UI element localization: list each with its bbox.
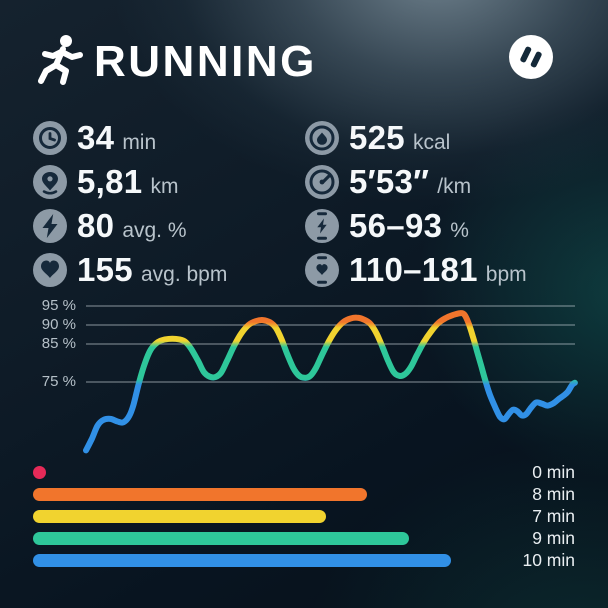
stat-avg-intensity: 80 avg. % [33,207,187,244]
y-axis-tick: 95 % [41,297,76,314]
page-title: RUNNING [94,37,317,86]
distance-pin-icon [33,165,67,199]
zone-duration-label: 0 min [532,462,575,483]
zone-bar-row: 9 min [33,527,575,549]
stat-value: 525 [349,119,405,156]
hr-intensity-chart [83,305,578,454]
zone-duration-bars: 0 min 8 min 7 min 9 min 10 min [33,462,575,571]
y-axis-tick: 75 % [41,373,76,390]
zone-bar-row: 7 min [33,506,575,528]
y-axis-tick: 90 % [41,316,76,333]
calories-icon [305,121,339,155]
runner-icon [38,35,83,85]
zone-bar-green [33,531,410,545]
stat-unit: avg. bpm [140,263,228,286]
zone-bar-row: 10 min [33,549,575,571]
zone-duration-label: 9 min [532,527,575,548]
stat-distance: 5,81 km [33,163,179,200]
stat-value: 56–93 [349,207,443,244]
stat-value: 34 [77,119,115,156]
zone-bar-yellow [33,509,326,523]
stat-unit: km [150,175,179,198]
intensity-bolt-icon [33,209,67,243]
zone-bar-orange [33,488,368,502]
stat-value: 5,81 [77,163,143,200]
stat-calories: 525 kcal [305,119,451,156]
stat-unit: min [122,131,157,154]
hr-curve [83,310,578,454]
header: RUNNING [30,32,317,92]
stat-heart-rate-range: 110–181 bpm [305,251,527,288]
stat-intensity-range: 56–93% [305,207,469,244]
stat-duration: 34 min [33,119,157,156]
stat-value: 5′53″ [349,163,430,200]
stat-avg-heart-rate: 155 avg. bpm [33,251,228,288]
stat-unit: % [450,219,469,242]
duration-clock-icon [33,121,67,155]
y-axis-tick: 85 % [41,335,76,352]
stat-value: 155 [77,251,133,288]
zone-duration-label: 10 min [522,549,575,570]
heart-rate-range-icon [305,253,339,287]
brand-logo-icon [509,35,553,79]
intensity-range-icon [305,209,339,243]
zone-bar-red [33,466,46,480]
zone-bar-blue [33,553,451,567]
stat-unit: /km [437,175,472,198]
pace-gauge-icon [305,165,339,199]
zone-bar-row: 0 min [33,462,575,484]
stat-unit: bpm [485,263,527,286]
zone-duration-label: 8 min [532,484,575,505]
heart-rate-icon [33,253,67,287]
stat-unit: avg. % [122,219,187,242]
stat-pace: 5′53″ /km [305,163,472,200]
zone-bar-row: 8 min [33,484,575,506]
stat-value: 110–181 [349,251,478,288]
stat-unit: kcal [412,131,451,154]
stat-value: 80 [77,207,115,244]
zone-duration-label: 7 min [532,505,575,526]
